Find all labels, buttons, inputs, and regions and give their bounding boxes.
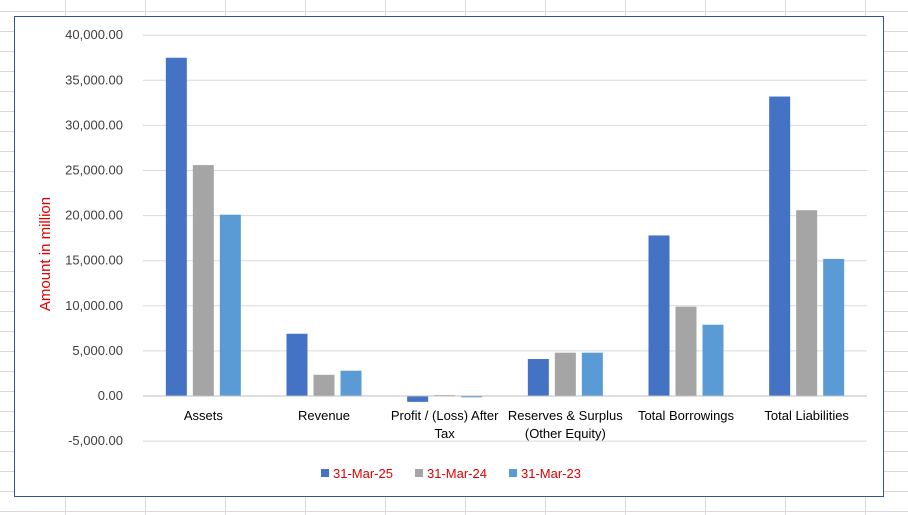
bar xyxy=(407,396,429,402)
bar xyxy=(769,96,791,396)
bar xyxy=(461,396,483,398)
bar xyxy=(165,57,187,396)
y-axis-tick-labels: -5,000.00 0.00 5,000.00 10,000.00 15,000.00 2… xyxy=(65,27,123,448)
category-label: Assets xyxy=(184,408,224,423)
bar xyxy=(823,258,845,396)
y-tick-label: 15,000.00 xyxy=(65,253,123,268)
bar xyxy=(554,352,576,396)
legend: 31-Mar-25 31-Mar-24 31-Mar-23 xyxy=(321,466,581,481)
legend-swatch xyxy=(509,469,517,477)
bar-chart: -5,000.00 0.00 5,000.00 10,000.00 15,000.00 2… xyxy=(37,27,867,481)
legend-label: 31-Mar-24 xyxy=(427,466,487,481)
category-label: Profit / (Loss) After xyxy=(391,408,499,423)
legend-swatch xyxy=(321,469,329,477)
y-tick-label: 10,000.00 xyxy=(65,298,123,313)
legend-label: 31-Mar-25 xyxy=(333,466,393,481)
bar xyxy=(675,306,697,396)
bars xyxy=(165,57,845,402)
bar xyxy=(192,165,214,396)
category-label: (Other Equity) xyxy=(525,426,606,441)
bar xyxy=(527,359,549,396)
chart-area: -5,000.00 0.00 5,000.00 10,000.00 15,000.00 2… xyxy=(14,16,884,497)
y-axis-title: Amount in million xyxy=(37,197,54,311)
category-label: Revenue xyxy=(298,408,350,423)
bar xyxy=(286,333,308,396)
y-tick-label: 25,000.00 xyxy=(65,163,123,178)
bar xyxy=(702,324,724,396)
y-tick-label: 35,000.00 xyxy=(65,72,123,87)
bar xyxy=(581,352,603,396)
bar xyxy=(340,370,362,396)
y-tick-label: 20,000.00 xyxy=(65,208,123,223)
gridlines xyxy=(143,34,867,442)
y-tick-label: 30,000.00 xyxy=(65,117,123,132)
bar xyxy=(219,214,241,396)
y-tick-label: -5,000.00 xyxy=(68,433,123,448)
bar xyxy=(648,235,670,396)
y-tick-label: 0.00 xyxy=(98,388,123,403)
legend-swatch xyxy=(415,469,423,477)
category-label: Total Liabilities xyxy=(764,408,849,423)
category-labels: Assets Revenue Profit / (Loss) After Tax Res… xyxy=(184,408,850,441)
bar xyxy=(313,374,335,396)
category-label: Total Borrowings xyxy=(638,408,735,423)
legend-label: 31-Mar-23 xyxy=(521,466,581,481)
category-label: Reserves & Surplus xyxy=(508,408,623,423)
y-tick-label: 40,000.00 xyxy=(65,27,123,42)
bar xyxy=(796,210,818,396)
category-label: Tax xyxy=(435,426,456,441)
y-tick-label: 5,000.00 xyxy=(72,343,123,358)
